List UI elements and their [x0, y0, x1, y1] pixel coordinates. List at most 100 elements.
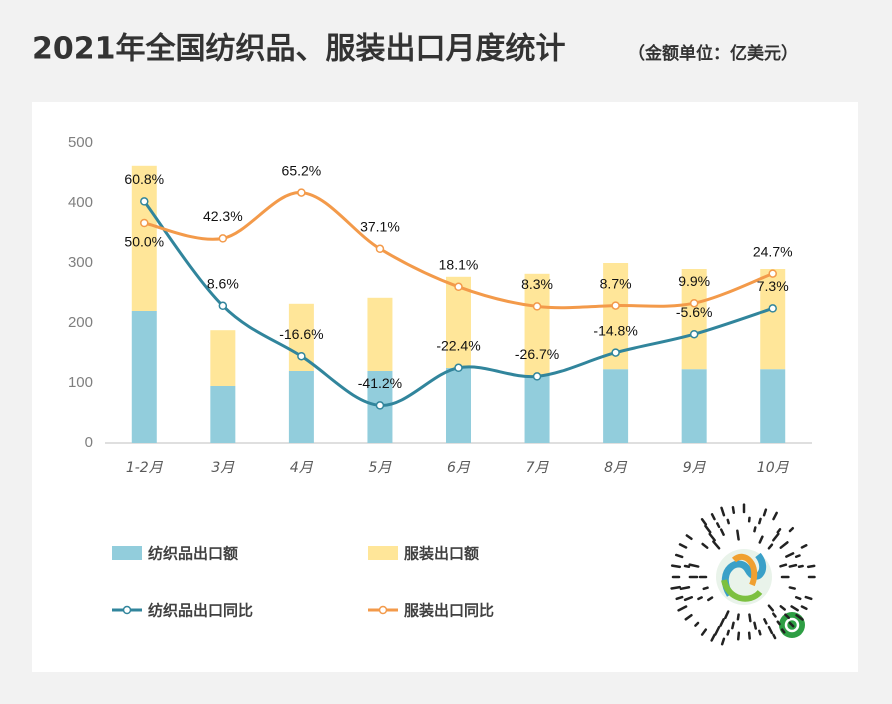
line-marker [454, 363, 463, 373]
bar [446, 368, 471, 443]
data-label: 18.1% [439, 257, 479, 273]
qr-dash [694, 621, 700, 627]
qr-code [670, 503, 816, 649]
qr-dash [758, 535, 764, 544]
qr-dash [800, 605, 808, 611]
bar [210, 386, 236, 443]
line [143, 191, 774, 310]
data-label: 24.7% [753, 243, 793, 259]
legend-label: 纺织品出口额 [148, 545, 238, 563]
y-tick-label: 100 [68, 374, 93, 391]
qr-dash [688, 563, 700, 568]
qr-dash [724, 610, 730, 620]
qr-dash [795, 613, 804, 621]
line-marker [140, 197, 149, 206]
y-tick-label: 500 [68, 134, 93, 151]
line-marker [532, 302, 542, 311]
data-label: 65.2% [282, 162, 322, 178]
legend-swatch [368, 546, 398, 560]
bar [681, 269, 707, 370]
qr-badge-mark [784, 617, 800, 633]
x-tick-label: 9月 [683, 460, 707, 476]
legend-label: 服装出口额 [404, 545, 479, 563]
y-tick-label: 0 [85, 434, 93, 451]
bar [524, 375, 550, 443]
x-tick-label: 8月 [604, 460, 628, 476]
qr-dash [731, 621, 735, 630]
y-tick-label: 200 [68, 314, 93, 331]
qr-logo-mark [721, 552, 767, 597]
qr-dash [678, 543, 688, 549]
qr-dash [736, 529, 740, 541]
data-label: 37.1% [360, 219, 400, 235]
line-marker [297, 351, 306, 361]
qr-dash [748, 613, 752, 623]
qr-dash [710, 633, 716, 642]
qr-dash [726, 518, 730, 525]
line-marker [768, 269, 777, 278]
bar [681, 369, 707, 443]
qr-dash [785, 552, 795, 558]
qr-dash [767, 543, 774, 550]
qr-dash [712, 540, 721, 550]
qr-dash [684, 613, 693, 621]
line-marker [218, 301, 228, 311]
bar [210, 330, 236, 386]
qr-dash [736, 631, 741, 641]
qr-dash [747, 631, 751, 640]
qr-dash [772, 612, 777, 618]
legend-label: 服装出口同比 [404, 602, 494, 620]
qr-dash [731, 505, 736, 515]
legend: 纺织品出口额 服装出口额 纺织品出口同比 服装出口同比 [112, 545, 494, 620]
qr-dash [720, 637, 726, 646]
qr-dash [708, 532, 716, 542]
x-tick-label: 6月 [447, 460, 471, 476]
qr-dash [675, 595, 684, 601]
qr-dash [710, 513, 716, 521]
data-label: -14.8% [593, 322, 637, 338]
line-marker [218, 234, 228, 243]
data-label: 8.3% [521, 276, 553, 292]
qr-dash [677, 605, 688, 612]
qr-dash [702, 586, 709, 591]
line-marker [375, 244, 385, 254]
qr-dash [790, 605, 799, 612]
plot: 0 100 200 300 400 500 1-2月 3月 4月 5月 6月 7月 8月 9月 10月 60.… [68, 134, 812, 476]
qr-dash [763, 618, 768, 625]
line-marker [611, 348, 620, 357]
data-label: 42.3% [203, 208, 243, 224]
qr-dash [719, 528, 725, 536]
y-tick-label: 300 [68, 254, 93, 271]
legend-marker [122, 605, 132, 615]
x-tick-label: 10月 [757, 460, 790, 476]
qr-dash [758, 517, 762, 525]
qr-dash [701, 542, 709, 549]
qr-dash [788, 621, 795, 628]
qr-dash [788, 586, 796, 590]
qr-dash [794, 595, 802, 601]
line-marker [689, 329, 699, 339]
legend-label: 纺织品出口同比 [148, 602, 253, 620]
qr-dash [753, 526, 757, 533]
bar [131, 311, 157, 443]
qr-dash [697, 596, 703, 601]
line-marker [532, 372, 542, 381]
x-tick-label: 5月 [368, 460, 392, 476]
qr-dash [776, 528, 782, 534]
qr-dash [674, 553, 684, 559]
chart-title: 2021年全国纺织品、服装出口月度统计 [32, 32, 566, 67]
line-marker [140, 218, 149, 228]
qr-dash [767, 625, 774, 635]
data-label: -16.6% [279, 326, 323, 342]
data-label: 60.8% [124, 171, 164, 187]
qr-dash [788, 526, 795, 533]
bar [760, 369, 786, 443]
data-label: 8.7% [600, 275, 632, 291]
qr-dash [800, 544, 808, 549]
x-tick-label: 3月 [211, 460, 235, 476]
x-tick-label: 4月 [290, 460, 314, 476]
bar [288, 371, 314, 443]
line-marker [611, 301, 620, 310]
data-label: -41.2% [358, 375, 402, 391]
